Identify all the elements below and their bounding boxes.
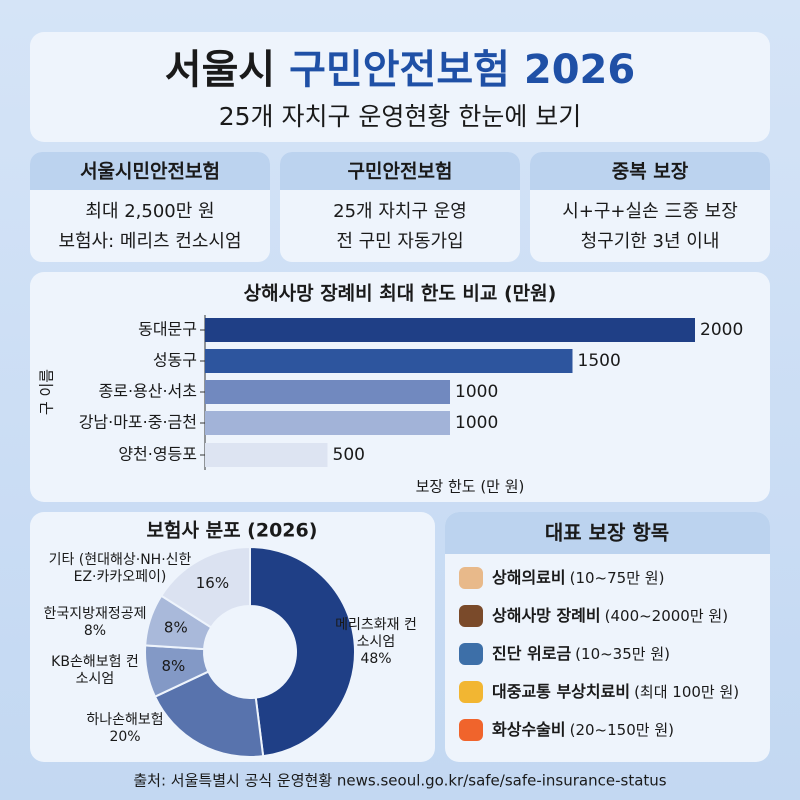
item-name: 상해의료비	[492, 568, 566, 587]
item-detail: (10~35만 원)	[575, 645, 670, 663]
donut-slice	[159, 545, 251, 629]
title-highlight: 구민안전보험 2026	[289, 47, 635, 93]
category-label: KB손해보험 컨소시엄	[51, 654, 139, 687]
title: 서울시 구민안전보험 2026	[165, 47, 635, 93]
card-line: 시+구+실손 三중 보장	[562, 201, 738, 222]
card-header-base	[30, 178, 270, 190]
item-name: 상해사망 장례비	[492, 606, 601, 625]
y-tick-label: 동대문구	[138, 320, 197, 339]
donut-slice	[249, 545, 356, 758]
y-tick-label: 양천·영등포	[118, 445, 197, 464]
slice-percent: 8%	[83, 623, 107, 639]
footer-source: 출처: 서울특별시 공식 운영현황 news.seoul.go.kr/safe/…	[133, 772, 666, 790]
data-label: 2000	[700, 320, 743, 340]
card-title: 중복 보장	[612, 161, 689, 183]
slice-percent: 48%	[360, 651, 392, 667]
bar	[205, 380, 450, 404]
x-axis-label: 보장 한도 (만 원)	[416, 478, 525, 496]
coverage-item: 상해의료비 (10~75만 원)	[492, 568, 664, 587]
bar	[205, 318, 695, 342]
card-header-base	[530, 178, 770, 190]
bar	[205, 443, 328, 467]
header-panel	[30, 32, 770, 142]
item-detail: (최대 100만 원)	[634, 683, 739, 701]
category-label: 한국지방재정공제	[43, 606, 147, 622]
coverage-item: 대중교통 부상치료비 (최대 100만 원)	[492, 682, 739, 701]
coverage-panel	[445, 512, 770, 762]
category-label: 하나손해보험	[86, 712, 164, 728]
slice-name: KB손해보험 컨소시엄	[45, 654, 145, 688]
data-label: 1500	[578, 351, 621, 371]
card-line: 보험사: 메리츠 컨소시엄	[58, 231, 241, 252]
card-title: 구민안전보험	[348, 161, 453, 183]
y-tick-label: 종로·용산·서초	[99, 382, 198, 401]
slice-name: 하나손해보험 20%	[70, 712, 180, 746]
item-name: 진단 위로금	[492, 644, 571, 663]
item-detail: (10~75만 원)	[570, 569, 665, 587]
item-name: 대중교통 부상치료비	[492, 682, 630, 701]
y-axis-label: 구 이름	[38, 369, 56, 415]
donut-slice	[153, 670, 265, 758]
card-line: 25개 자치구 운영	[333, 201, 467, 222]
data-label: 500	[333, 445, 365, 465]
coverage-title: 대표 보장 항목	[545, 521, 669, 545]
bar	[205, 349, 573, 373]
chart-title: 보험사 분포 (2026)	[147, 520, 318, 542]
subtitle: 25개 자치구 운영현황 한눈에 보기	[219, 102, 582, 131]
y-tick-label: 성동구	[153, 351, 197, 370]
data-label: 1000	[455, 413, 498, 433]
slice-label: 16%	[196, 574, 229, 592]
category-label: 기타 (현대해상·NH·신한EZ·카카오페이)	[48, 552, 192, 585]
card-line: 최대 2,500만 원	[85, 201, 214, 222]
item-detail: (400~2000만 원)	[605, 607, 728, 625]
item-icon	[459, 719, 483, 741]
y-tick-label: 강남·마포·중·금천	[79, 413, 197, 432]
item-icon	[459, 605, 483, 627]
slice-name: 기타 (현대해상·NH·신한EZ·카카오페이)	[45, 552, 195, 586]
coverage-item: 상해사망 장례비 (400~2000만 원)	[492, 606, 728, 625]
item-icon	[459, 681, 483, 703]
card-title: 서울시민안전보험	[80, 161, 220, 183]
chart-title: 상해사망 장례비 최대 한도 비교 (만원)	[244, 283, 557, 305]
coverage-item: 진단 위로금 (10~35만 원)	[492, 644, 670, 663]
slice-label: 8%	[164, 618, 188, 636]
slice-name: 메리츠화재 컨소시엄 48%	[330, 617, 422, 668]
item-detail: (20~150만 원)	[570, 721, 674, 739]
item-icon	[459, 567, 483, 589]
item-name: 화상수술비	[492, 720, 566, 739]
slice-percent: 20%	[109, 729, 141, 745]
coverage-item: 화상수술비 (20~150만 원)	[492, 720, 674, 739]
slice-label: 8%	[161, 657, 185, 675]
data-label: 1000	[455, 382, 498, 402]
slice-name: 한국지방재정공제 8%	[30, 606, 160, 640]
card-line: 청구기한 3년 이내	[581, 231, 720, 252]
coverage-header-base	[445, 540, 770, 554]
card-line: 전 구민 자동가입	[336, 231, 463, 252]
category-label: 메리츠화재 컨소시엄	[335, 617, 417, 650]
card-header-base	[280, 178, 520, 190]
item-icon	[459, 643, 483, 665]
title-prefix: 서울시	[165, 47, 275, 93]
bar	[205, 411, 450, 435]
